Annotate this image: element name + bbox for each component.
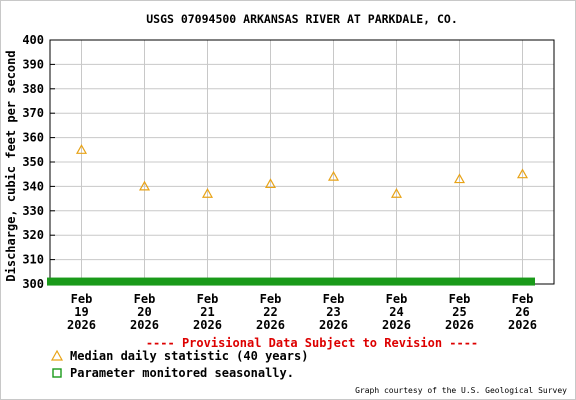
legend-square-symbol: [52, 368, 62, 378]
y-tick-label: 380: [22, 82, 44, 96]
y-tick-label: 310: [22, 253, 44, 267]
median-point: [201, 187, 214, 198]
x-tick-label: Feb: [323, 292, 345, 306]
credit-text: Graph courtesy of the U.S. Geological Su…: [355, 386, 567, 395]
x-tick-label: 21: [200, 305, 214, 319]
median-point: [327, 170, 340, 181]
x-tick-label: 19: [74, 305, 88, 319]
y-tick-label: 330: [22, 204, 44, 218]
x-tick-label: 23: [326, 305, 340, 319]
x-tick-label: 2026: [130, 318, 159, 332]
y-tick-label: 360: [22, 131, 44, 145]
x-tick-label: 22: [263, 305, 277, 319]
grid-lines: [50, 40, 554, 284]
y-axis-label: Discharge, cubic feet per second: [4, 50, 18, 281]
y-tick-label: 320: [22, 228, 44, 242]
legend: Median daily statistic (40 years) Paramet…: [50, 349, 308, 380]
y-tick-label: 390: [22, 57, 44, 71]
median-point: [453, 173, 466, 184]
x-tick-label: 25: [452, 305, 466, 319]
legend-triangle-symbol: [50, 349, 64, 361]
x-tick-label: 2026: [382, 318, 411, 332]
y-tick-label: 350: [22, 155, 44, 169]
x-tick-label: Feb: [197, 292, 219, 306]
provisional-note: ---- Provisional Data Subject to Revisio…: [146, 336, 478, 350]
x-tick-label: Feb: [449, 292, 471, 306]
y-tick-label: 400: [22, 33, 44, 47]
median-point: [75, 144, 88, 154]
legend-label: Parameter monitored seasonally.: [70, 366, 294, 380]
x-tick-label: 2026: [508, 318, 537, 332]
legend-label: Median daily statistic (40 years): [70, 349, 308, 363]
x-tick-label: 24: [389, 305, 403, 319]
x-tick-label: 20: [137, 305, 151, 319]
x-tick-label: 26: [515, 305, 529, 319]
x-tick-label: 2026: [319, 318, 348, 332]
x-tick-label: Feb: [512, 292, 534, 306]
x-tick-label: Feb: [134, 292, 156, 306]
x-tick-label: Feb: [386, 292, 408, 306]
y-tick-label: 370: [22, 106, 44, 120]
x-tick-label: Feb: [260, 292, 282, 306]
median-points: [75, 144, 529, 198]
chart-title: USGS 07094500 ARKANSAS RIVER AT PARKDALE…: [146, 12, 458, 26]
seasonal-bar-layer: [47, 277, 535, 286]
x-tick-label: 2026: [256, 318, 285, 332]
median-point: [516, 168, 529, 179]
median-point: [138, 180, 151, 191]
median-point: [264, 178, 277, 189]
seasonal-monitoring-bar: [47, 277, 535, 286]
x-tick-label: 2026: [445, 318, 474, 332]
x-tick-label: 2026: [193, 318, 222, 332]
y-tick-label: 300: [22, 277, 44, 291]
x-axis-ticks: Feb192026Feb202026Feb212026Feb222026Feb2…: [67, 279, 537, 332]
median-point: [390, 187, 403, 198]
x-tick-label: Feb: [71, 292, 93, 306]
x-tick-label: 2026: [67, 318, 96, 332]
y-tick-label: 340: [22, 179, 44, 193]
